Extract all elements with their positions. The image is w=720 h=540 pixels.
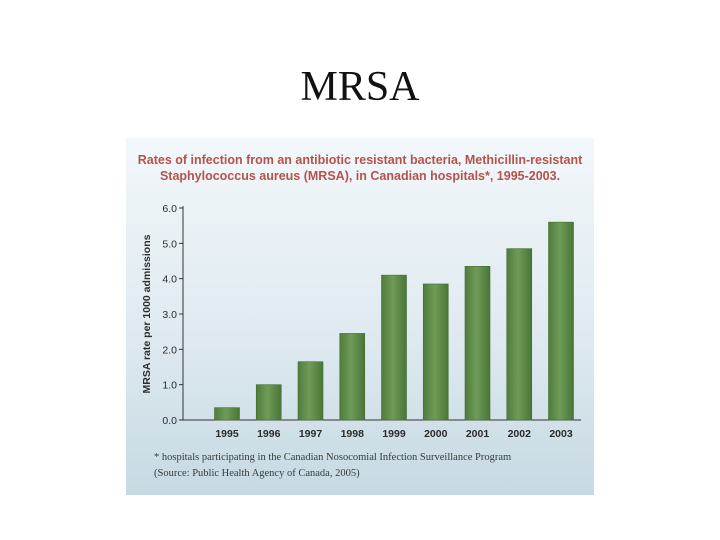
x-tick-label-1998: 1998 [341, 428, 365, 440]
bar-2001 [464, 266, 491, 421]
y-axis-label: MRSA rate per 1000 admissions [141, 234, 153, 393]
bar-2000 [422, 283, 449, 421]
y-tick-label: 2.0 [162, 344, 177, 356]
x-tick-label-1999: 1999 [382, 428, 406, 440]
x-tick-label-2000: 2000 [424, 428, 448, 440]
chart-title-line-1: Rates of infection from an antibiotic re… [137, 153, 583, 167]
footnote-line-2: (Source: Public Health Agency of Canada,… [154, 468, 360, 479]
x-tick-label-2003: 2003 [549, 428, 573, 440]
x-tick-label-1997: 1997 [299, 428, 323, 440]
y-tick-label: 3.0 [162, 309, 177, 321]
x-tick-label-1996: 1996 [257, 428, 281, 440]
bar-chart: MRSA rate per 1000 admissions 0.0 1.0 2.0 3… [141, 203, 581, 440]
bar-2003 [548, 221, 574, 421]
chart-panel: Rates of infection from an antibiotic re… [126, 138, 594, 495]
bar-1999 [381, 274, 407, 421]
x-tick-label-2002: 2002 [508, 428, 532, 440]
chart-title: Rates of infection from an antibiotic re… [126, 152, 594, 184]
footnote: * hospitals participating in the Canadia… [154, 450, 584, 482]
x-tick-label-1995: 1995 [215, 428, 239, 440]
y-tick-label: 4.0 [162, 274, 177, 286]
slide-title: MRSA [300, 64, 420, 110]
chart-title-line-2: Staphylococcus aureus (MRSA), in Canadia… [159, 169, 561, 183]
y-tick-label: 5.0 [162, 238, 177, 250]
bar-1997 [297, 361, 324, 421]
bar-1996 [255, 384, 282, 421]
bar-1998 [339, 333, 366, 421]
footnote-line-1: * hospitals participating in the Canadia… [154, 452, 512, 463]
bar-2002 [506, 248, 533, 421]
y-tick-label: 1.0 [162, 380, 177, 392]
bar-1995 [214, 407, 240, 421]
y-tick-label: 0.0 [162, 415, 177, 427]
y-tick-label: 6.0 [162, 203, 177, 215]
x-tick-label-2001: 2001 [466, 428, 490, 440]
